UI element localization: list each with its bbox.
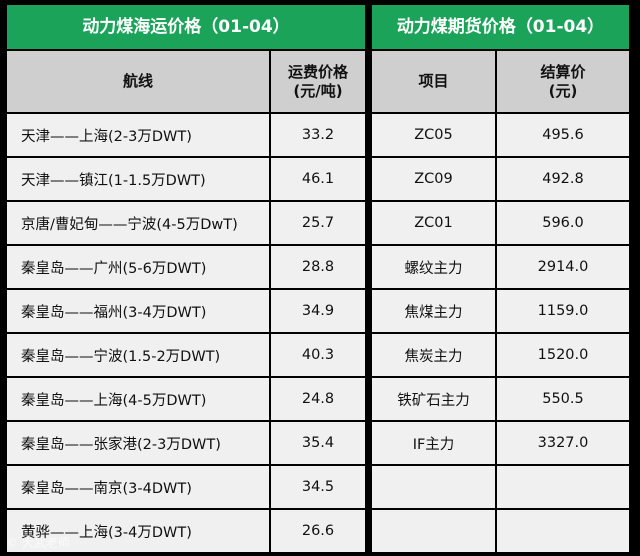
fee-header-text: 运费价格 (元/吨) [287,62,348,100]
item-column-header: 项目 [372,51,495,112]
fee-cell: 33.2 [271,114,365,156]
price-cell: 596.0 [497,202,629,244]
item-cell [372,466,495,508]
price-cell: 492.8 [497,158,629,200]
price-cell: 1159.0 [497,290,629,332]
price-cell [497,466,629,508]
shipping-freight-table: 动力煤海运价格（01-04） 航线 运费价格 (元/吨) 天津——上海(2-3万… [7,5,365,552]
item-cell: 铁矿石主力 [372,378,495,420]
route-cell: 秦皇岛——张家港(2-3万DWT) [7,422,269,464]
table-row: 秦皇岛——福州(3-4万DWT) 34.9 [7,290,365,332]
fee-cell: 26.6 [271,510,365,552]
price-cell [497,510,629,552]
fee-cell: 34.9 [271,290,365,332]
route-cell: 秦皇岛——福州(3-4万DWT) [7,290,269,332]
table-row: ZC01 596.0 [372,202,629,244]
table-row: 秦皇岛——南京(3-4DWT) 34.5 [7,466,365,508]
watermark: © 大武老师 [6,536,70,550]
route-cell: 秦皇岛——上海(4-5万DWT) [7,378,269,420]
table-row [372,510,629,552]
fee-cell: 25.7 [271,202,365,244]
fee-cell: 34.5 [271,466,365,508]
price-cell: 495.6 [497,114,629,156]
route-cell: 京唐/曹妃甸——宁波(4-5万DwT) [7,202,269,244]
table-row: 秦皇岛——宁波(1.5-2万DWT) 40.3 [7,334,365,376]
table-row: ZC05 495.6 [372,114,629,156]
table-row: 京唐/曹妃甸——宁波(4-5万DwT) 25.7 [7,202,365,244]
table-row [372,466,629,508]
futures-price-header-row: 项目 结算价 (元) [372,51,629,112]
route-cell: 黄骅——上海(3-4万DWT) [7,510,269,552]
table-row: ZC09 492.8 [372,158,629,200]
table-row: 秦皇岛——张家港(2-3万DWT) 35.4 [7,422,365,464]
table-row: 天津——镇江(1-1.5万DWT) 46.1 [7,158,365,200]
price-header-text: 结算价 (元) [540,62,586,100]
fee-cell: 28.8 [271,246,365,288]
item-cell: 焦煤主力 [372,290,495,332]
item-cell: 螺纹主力 [372,246,495,288]
table-row: 焦炭主力 1520.0 [372,334,629,376]
table-row: 天津——上海(2-3万DWT) 33.2 [7,114,365,156]
fee-column-header: 运费价格 (元/吨) [271,51,365,112]
shipping-freight-title: 动力煤海运价格（01-04） [7,5,365,49]
price-cell: 3327.0 [497,422,629,464]
route-column-header: 航线 [7,51,269,112]
price-cell: 2914.0 [497,246,629,288]
table-row: 秦皇岛——上海(4-5万DWT) 24.8 [7,378,365,420]
fee-cell: 24.8 [271,378,365,420]
table-row: 铁矿石主力 550.5 [372,378,629,420]
route-cell: 秦皇岛——南京(3-4DWT) [7,466,269,508]
price-column-header: 结算价 (元) [497,51,629,112]
table-row: 黄骅——上海(3-4万DWT) 26.6 [7,510,365,552]
item-cell [372,510,495,552]
item-cell: ZC05 [372,114,495,156]
price-cell: 550.5 [497,378,629,420]
table-row: 焦煤主力 1159.0 [372,290,629,332]
fee-cell: 35.4 [271,422,365,464]
item-cell: ZC01 [372,202,495,244]
table-row: 秦皇岛——广州(5-6万DWT) 28.8 [7,246,365,288]
route-cell: 秦皇岛——宁波(1.5-2万DWT) [7,334,269,376]
fee-cell: 40.3 [271,334,365,376]
shipping-freight-header-row: 航线 运费价格 (元/吨) [7,51,365,112]
item-cell: 焦炭主力 [372,334,495,376]
price-cell: 1520.0 [497,334,629,376]
item-cell: IF主力 [372,422,495,464]
item-cell: ZC09 [372,158,495,200]
table-row: 螺纹主力 2914.0 [372,246,629,288]
fee-cell: 46.1 [271,158,365,200]
route-cell: 天津——上海(2-3万DWT) [7,114,269,156]
futures-price-table: 动力煤期货价格（01-04） 项目 结算价 (元) ZC05 495.6 ZC09 4… [372,5,629,552]
route-cell: 天津——镇江(1-1.5万DWT) [7,158,269,200]
route-cell: 秦皇岛——广州(5-6万DWT) [7,246,269,288]
table-row: IF主力 3327.0 [372,422,629,464]
futures-price-title: 动力煤期货价格（01-04） [372,5,629,49]
